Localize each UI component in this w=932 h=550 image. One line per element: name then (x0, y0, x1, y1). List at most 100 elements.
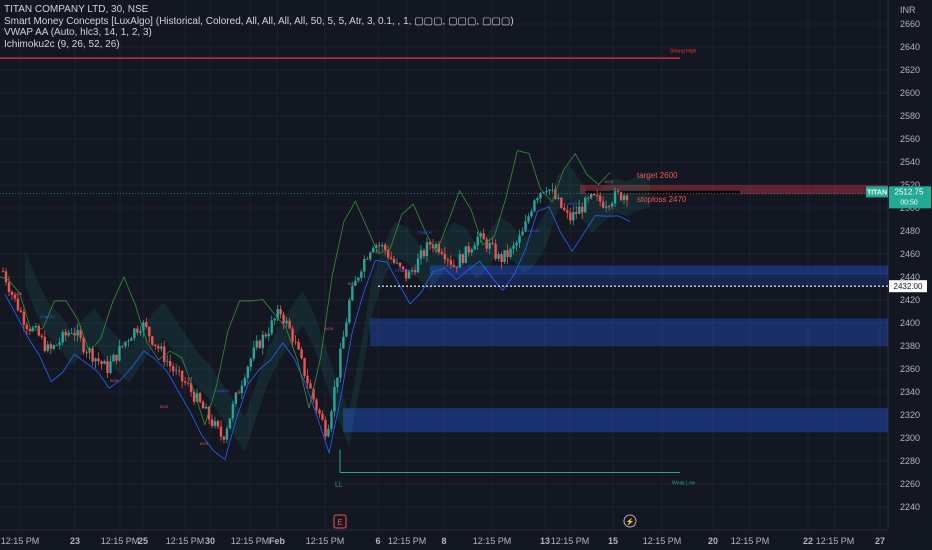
candle-body (130, 338, 133, 341)
candle-body (261, 334, 264, 348)
candle-body (115, 354, 118, 361)
candle-body (133, 328, 136, 339)
x-tick-label: 12:15 PM (101, 536, 140, 546)
candle-body (58, 342, 61, 345)
candle-body (401, 266, 405, 270)
y-tick-label: 2580 (900, 111, 920, 121)
candle-body (455, 266, 459, 268)
candle-body (551, 189, 554, 191)
candle-body (363, 258, 366, 272)
symbol-title[interactable]: TITAN COMPANY LTD, 30, NSE (4, 4, 149, 15)
x-tick-label: 12:15 PM (731, 536, 770, 546)
candle-body (479, 233, 482, 237)
candle-body (545, 191, 548, 193)
candle-body (195, 393, 199, 402)
candle-body (383, 244, 387, 250)
dividend-icon[interactable] (623, 514, 637, 528)
x-tick-label: 12:15 PM (306, 536, 345, 546)
candle-body (76, 330, 79, 336)
candle-body (348, 300, 351, 323)
y-tick-label: 2240 (900, 502, 920, 512)
candle-body (112, 354, 115, 362)
candle-body (157, 346, 160, 349)
y-tick-label: 2340 (900, 387, 920, 397)
last-price-tag[interactable] (889, 186, 931, 209)
ichimoku-cloud (25, 164, 650, 452)
candle-body (216, 421, 220, 427)
candle-body (386, 249, 390, 258)
candle-body (503, 250, 506, 263)
candle-body (321, 413, 324, 420)
candle-body (306, 375, 309, 384)
earnings-icon[interactable] (333, 514, 347, 529)
candle-body (10, 291, 14, 295)
candle-body (186, 382, 190, 384)
candle-body (82, 337, 85, 353)
candle-body (294, 341, 297, 343)
candle-body (563, 207, 566, 211)
y-tick-label: 2420 (900, 295, 920, 305)
candle-body (282, 314, 285, 324)
candle-body (109, 361, 112, 374)
candle-body (407, 271, 411, 279)
candle-body (171, 366, 175, 372)
candle-body (145, 322, 148, 327)
x-tick-label: 23 (70, 536, 80, 546)
symbol-tag-text: TITAN (867, 189, 887, 196)
candle-body (4, 271, 8, 283)
candle-body (521, 231, 524, 236)
candle-body (389, 257, 393, 259)
stoploss-label: stoploss 2470 (637, 195, 687, 204)
x-tick-label: 27 (875, 536, 885, 546)
candle-body (595, 195, 599, 197)
indicator-vwap[interactable]: VWAP AA (Auto, hlc3, 14, 1, 2, 3) (4, 27, 152, 38)
indicator-smc[interactable]: Smart Money Concepts [LuxAlgo] (Historic… (4, 15, 514, 27)
candle-body (249, 358, 253, 367)
candle-body (360, 271, 363, 278)
candle-body (566, 210, 569, 213)
candle-body (622, 195, 626, 201)
candle-body (587, 197, 590, 199)
candle-body (180, 370, 184, 382)
x-tick-label: 6 (375, 536, 380, 546)
candle-body (237, 392, 241, 394)
candle-body (607, 206, 611, 208)
strong-high-line (0, 57, 680, 59)
x-tick-label: 20 (708, 536, 718, 546)
y-tick-label: 2560 (900, 134, 920, 144)
x-tick-label: 12:15 PM (231, 536, 270, 546)
demand-zone-3 (370, 318, 888, 346)
candle-body (136, 328, 139, 333)
candle-body (500, 254, 503, 263)
candle-body (413, 270, 417, 273)
candle-body (252, 347, 255, 359)
candle-body (222, 436, 226, 440)
candle-body (509, 248, 512, 257)
candle-body (357, 277, 360, 281)
candle-body (318, 409, 321, 414)
candle-body (581, 206, 584, 213)
candle-body (592, 193, 596, 196)
candle-body (70, 333, 73, 334)
y-tick-label: 2320 (900, 410, 920, 420)
y-tick-label: 2260 (900, 479, 920, 489)
candle-body (440, 252, 444, 254)
candle-body (548, 189, 551, 192)
candle-body (395, 262, 399, 264)
price-line-tag[interactable] (889, 280, 927, 293)
candle-body (151, 336, 154, 345)
indicator-ichimoku[interactable]: Ichimoku2c (9, 26, 52, 26) (4, 38, 120, 50)
candle-body (470, 249, 473, 253)
candle-body (425, 242, 429, 257)
candle-body (279, 309, 282, 315)
candle-body (201, 401, 205, 409)
candle-body (589, 193, 593, 199)
candle-body (270, 320, 273, 334)
candle-body (31, 327, 35, 332)
symbol-tag[interactable] (866, 186, 888, 198)
candle-body (192, 391, 196, 402)
candle-body (452, 264, 456, 267)
